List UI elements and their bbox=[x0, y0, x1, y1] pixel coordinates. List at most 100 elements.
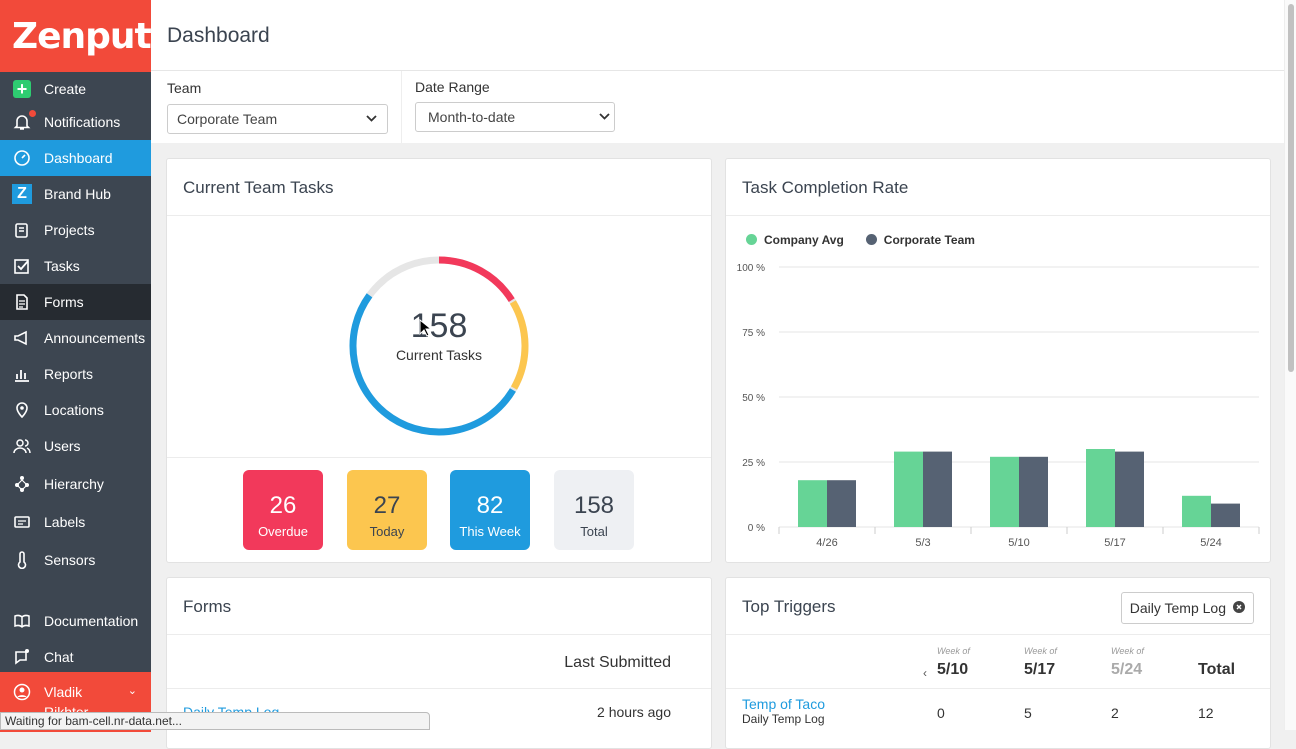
x-tick-label: 5/10 bbox=[1008, 537, 1029, 549]
bar-corporate-team[interactable] bbox=[1211, 503, 1240, 527]
header: Dashboard bbox=[151, 0, 1284, 71]
bar-company-avg[interactable] bbox=[990, 456, 1019, 527]
y-tick-label: 0 % bbox=[748, 523, 765, 534]
tile-label: Overdue bbox=[258, 524, 308, 539]
divider bbox=[726, 215, 1270, 216]
week-header: 5/17 bbox=[1024, 661, 1056, 678]
scrollbar-thumb[interactable] bbox=[1288, 4, 1294, 372]
trigger-value: 5 bbox=[1024, 705, 1032, 721]
this-week-tile[interactable]: 82 This Week bbox=[450, 470, 530, 550]
sidebar-item-create[interactable]: + Create bbox=[0, 71, 151, 107]
chevron-down-icon bbox=[599, 112, 610, 124]
tile-label: Today bbox=[369, 524, 405, 539]
page-title: Dashboard bbox=[167, 24, 270, 47]
bar-company-avg[interactable] bbox=[1182, 495, 1211, 527]
divider bbox=[726, 634, 1270, 635]
sidebar-item-labels[interactable]: Labels bbox=[0, 504, 151, 540]
bar-corporate-team[interactable] bbox=[827, 480, 856, 527]
completion-bar-chart: 100 % 75 % 50 % 25 % 0 % 4/26 5/3 5/10 5/17 5/24 bbox=[737, 263, 1260, 549]
sidebar: Zenput. + Create Notifications Dashboard… bbox=[0, 0, 164, 732]
bar-corporate-team[interactable] bbox=[1115, 451, 1144, 527]
gauge-icon bbox=[12, 148, 32, 168]
y-tick-label: 25 % bbox=[742, 458, 765, 469]
team-select[interactable]: Corporate Team bbox=[167, 104, 388, 134]
bar-corporate-team[interactable] bbox=[923, 451, 952, 527]
sidebar-item-forms[interactable]: Forms bbox=[0, 284, 151, 320]
divider bbox=[167, 688, 711, 689]
trigger-filter-chip[interactable]: Daily Temp Log bbox=[1120, 592, 1254, 624]
page-scrollbar[interactable] bbox=[1284, 0, 1296, 730]
divider bbox=[167, 634, 711, 635]
trigger-link-temp-of-taco[interactable]: Temp of Taco bbox=[742, 696, 826, 712]
filter-bar: Team Corporate Team Date Range Month-to-… bbox=[151, 71, 1284, 143]
sidebar-item-label: Create bbox=[44, 81, 87, 97]
sidebar-item-sensors[interactable]: Sensors bbox=[0, 542, 151, 578]
week-of-label: Week of bbox=[937, 646, 970, 656]
sidebar-item-label: Hierarchy bbox=[44, 476, 104, 492]
sidebar-item-label: Projects bbox=[44, 222, 95, 238]
book-icon bbox=[12, 611, 32, 631]
sidebar-item-label: Dashboard bbox=[44, 150, 113, 166]
sidebar-item-documentation[interactable]: Documentation bbox=[0, 603, 151, 639]
sidebar-item-label: Notifications bbox=[44, 114, 121, 130]
sidebar-item-locations[interactable]: Locations bbox=[0, 392, 151, 428]
last-submitted-header: Last Submitted bbox=[564, 654, 671, 671]
tile-value: 26 bbox=[269, 492, 297, 519]
sidebar-item-brand-hub[interactable]: Z Brand Hub bbox=[0, 176, 151, 212]
legend-dot bbox=[746, 234, 757, 245]
donut-segment-this-week[interactable] bbox=[349, 293, 516, 436]
previous-week-arrow[interactable]: ‹ bbox=[923, 666, 927, 680]
megaphone-icon bbox=[12, 328, 32, 348]
chip-label: Daily Temp Log bbox=[1129, 600, 1226, 616]
legend-item-company-avg[interactable]: Company Avg bbox=[746, 233, 844, 247]
sidebar-item-tasks[interactable]: Tasks bbox=[0, 248, 151, 284]
chart-legend: Company Avg Corporate Team bbox=[746, 233, 975, 247]
close-icon[interactable] bbox=[1233, 600, 1245, 616]
donut-segment-today[interactable] bbox=[509, 300, 529, 390]
bar-company-avg[interactable] bbox=[894, 451, 923, 527]
sidebar-item-label: Forms bbox=[44, 294, 84, 310]
date-range-select[interactable]: Month-to-date bbox=[415, 102, 615, 132]
sidebar-item-dashboard[interactable]: Dashboard bbox=[0, 140, 151, 176]
document-icon bbox=[12, 292, 32, 312]
tile-label: This Week bbox=[459, 524, 521, 539]
sidebar-item-notifications[interactable]: Notifications bbox=[0, 104, 151, 140]
tile-value: 27 bbox=[373, 492, 401, 519]
filter-divider bbox=[401, 71, 402, 143]
tasks-donut-chart bbox=[349, 256, 529, 436]
legend-label: Corporate Team bbox=[883, 233, 975, 247]
today-tile[interactable]: 27 Today bbox=[347, 470, 427, 550]
trigger-total: 12 bbox=[1198, 705, 1214, 721]
divider bbox=[726, 688, 1270, 689]
hierarchy-icon bbox=[12, 474, 32, 494]
user-first-name: Vladik bbox=[44, 684, 83, 700]
x-tick-label: 5/3 bbox=[915, 537, 930, 549]
divider bbox=[167, 457, 711, 458]
total-tile[interactable]: 158 Total bbox=[554, 470, 634, 550]
x-tick-label: 5/17 bbox=[1104, 537, 1125, 549]
sidebar-item-projects[interactable]: Projects bbox=[0, 212, 151, 248]
bar-company-avg[interactable] bbox=[1086, 449, 1115, 527]
donut-segment-overdue[interactable] bbox=[438, 256, 515, 303]
tile-label: Total bbox=[580, 524, 608, 539]
sidebar-item-hierarchy[interactable]: Hierarchy bbox=[0, 466, 151, 502]
sidebar-item-reports[interactable]: Reports bbox=[0, 356, 151, 392]
sidebar-item-announcements[interactable]: Announcements bbox=[0, 320, 151, 356]
date-range-value: Month-to-date bbox=[428, 109, 516, 125]
legend-item-corporate-team[interactable]: Corporate Team bbox=[865, 233, 975, 247]
week-of-label: Week of bbox=[1111, 646, 1144, 656]
current-team-tasks-card: Current Team Tasks 158 Current Tasks 26 … bbox=[166, 158, 712, 563]
pin-icon bbox=[12, 400, 32, 420]
sidebar-item-users[interactable]: Users bbox=[0, 428, 151, 464]
week-header: 5/24 bbox=[1111, 661, 1143, 678]
x-tick-label: 4/26 bbox=[816, 537, 837, 549]
bar-corporate-team[interactable] bbox=[1019, 456, 1048, 527]
sidebar-item-chat[interactable]: Chat bbox=[0, 639, 151, 675]
zenput-logo[interactable]: Zenput. bbox=[0, 0, 164, 72]
sidebar-item-label: Locations bbox=[44, 402, 104, 418]
overdue-tile[interactable]: 26 Overdue bbox=[243, 470, 323, 550]
bar-company-avg[interactable] bbox=[798, 480, 827, 527]
sidebar-item-label: Users bbox=[44, 438, 81, 454]
chat-icon bbox=[12, 647, 32, 667]
donut-label: Current Tasks bbox=[395, 347, 483, 363]
